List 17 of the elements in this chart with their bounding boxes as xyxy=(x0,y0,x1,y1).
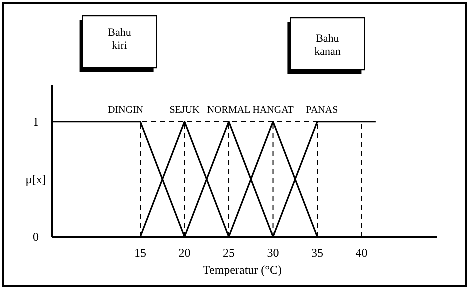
series-label: SEJUK xyxy=(170,104,201,116)
y-tick-label: 0 xyxy=(33,230,39,244)
x-tick-label: 20 xyxy=(178,246,191,260)
x-tick-label: 15 xyxy=(134,246,147,260)
x-tick-label: 30 xyxy=(267,246,280,260)
series-label: DINGIN xyxy=(108,104,144,116)
series-label: NORMAL xyxy=(207,104,251,116)
series-label: HANGAT xyxy=(252,104,294,116)
text: Bahu kanan xyxy=(314,33,342,58)
x-tick-label: 25 xyxy=(223,246,236,260)
x-axis-title: Temperatur (°C) xyxy=(203,263,282,277)
x-tick-label: 40 xyxy=(356,246,368,260)
y-axis-title: μ[x] xyxy=(26,172,46,186)
y-tick-label: 1 xyxy=(33,114,39,129)
series-label: PANAS xyxy=(306,104,338,116)
text: Bahu kiri xyxy=(108,27,132,52)
x-tick-label: 35 xyxy=(312,246,324,260)
